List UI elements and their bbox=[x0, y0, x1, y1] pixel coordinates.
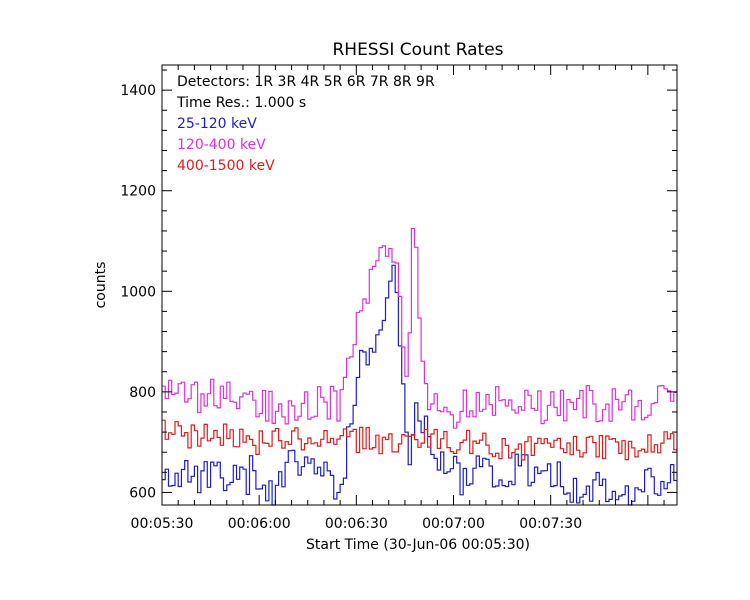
y-tick-label: 1200 bbox=[120, 184, 156, 200]
legend-info-1: Detectors: 1R 3R 4R 5R 6R 7R 8R 9R bbox=[177, 74, 435, 90]
chart-title: RHESSI Count Rates bbox=[332, 40, 503, 60]
legend-entry-1: 25-120 keV bbox=[177, 116, 257, 132]
x-axis-label: Start Time (30-Jun-06 00:05:30) bbox=[306, 537, 530, 553]
y-tick-label: 1400 bbox=[120, 83, 156, 99]
plot-traces bbox=[162, 227, 677, 506]
legend-entry-2: 120-400 keV bbox=[177, 137, 266, 153]
legend-info-2: Time Res.: 1.000 s bbox=[176, 95, 306, 111]
x-tick-label: 00:07:30 bbox=[519, 516, 582, 532]
y-axis: 600 800 1000 1200 1400 bbox=[120, 69, 677, 501]
legend-entry-3: 400-1500 keV bbox=[177, 158, 275, 174]
series-line-3 bbox=[162, 419, 677, 461]
y-tick-label: 1000 bbox=[120, 284, 156, 300]
y-tick-label: 600 bbox=[129, 485, 156, 501]
plot-frame bbox=[161, 64, 678, 506]
y-axis-label: counts bbox=[93, 262, 109, 309]
legend: Detectors: 1R 3R 4R 5R 6R 7R 8R 9R Time R… bbox=[176, 74, 435, 174]
x-tick-label: 00:07:00 bbox=[422, 516, 485, 532]
y-tick-label: 800 bbox=[129, 385, 156, 401]
series-line-2 bbox=[162, 227, 677, 429]
x-tick-label: 00:06:30 bbox=[325, 516, 388, 532]
x-tick-label: 00:05:30 bbox=[131, 516, 194, 532]
series-line-1 bbox=[162, 264, 677, 506]
x-tick-label: 00:06:00 bbox=[228, 516, 291, 532]
x-axis: 00:05:30 00:06:00 00:06:30 00:07:00 00:07:30 bbox=[131, 65, 665, 532]
